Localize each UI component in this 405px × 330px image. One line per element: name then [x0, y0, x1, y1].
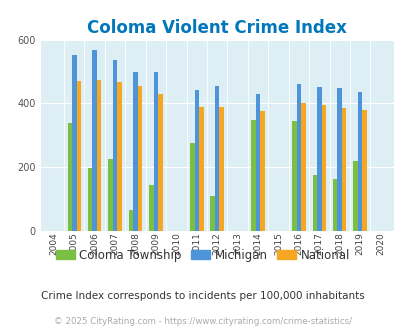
Bar — [260, 111, 264, 231]
Bar — [210, 196, 214, 231]
Bar — [251, 120, 255, 231]
Bar — [301, 103, 305, 231]
Bar — [190, 143, 194, 231]
Bar — [341, 108, 345, 231]
Title: Coloma Violent Crime Index: Coloma Violent Crime Index — [87, 19, 346, 37]
Bar — [153, 72, 158, 231]
Bar — [316, 87, 321, 231]
Bar — [77, 82, 81, 231]
Bar — [255, 94, 260, 231]
Bar — [97, 81, 101, 231]
Bar — [219, 107, 224, 231]
Bar — [357, 92, 362, 231]
Bar — [113, 60, 117, 231]
Bar — [312, 175, 316, 231]
Text: © 2025 CityRating.com - https://www.cityrating.com/crime-statistics/: © 2025 CityRating.com - https://www.city… — [54, 317, 351, 326]
Bar — [149, 185, 153, 231]
Bar — [332, 179, 337, 231]
Bar — [198, 107, 203, 231]
Bar — [137, 86, 142, 231]
Legend: Coloma Township, Michigan, National: Coloma Township, Michigan, National — [51, 244, 354, 266]
Bar — [158, 94, 162, 231]
Bar — [194, 90, 198, 231]
Bar — [92, 50, 97, 231]
Bar — [72, 54, 77, 231]
Bar — [352, 161, 357, 231]
Bar — [117, 82, 121, 231]
Text: Crime Index corresponds to incidents per 100,000 inhabitants: Crime Index corresponds to incidents per… — [41, 291, 364, 301]
Bar — [67, 122, 72, 231]
Bar — [362, 110, 366, 231]
Bar — [133, 72, 137, 231]
Bar — [128, 210, 133, 231]
Bar — [296, 84, 301, 231]
Bar — [108, 159, 113, 231]
Bar — [214, 86, 219, 231]
Bar — [321, 105, 325, 231]
Bar — [88, 168, 92, 231]
Bar — [292, 121, 296, 231]
Bar — [337, 88, 341, 231]
